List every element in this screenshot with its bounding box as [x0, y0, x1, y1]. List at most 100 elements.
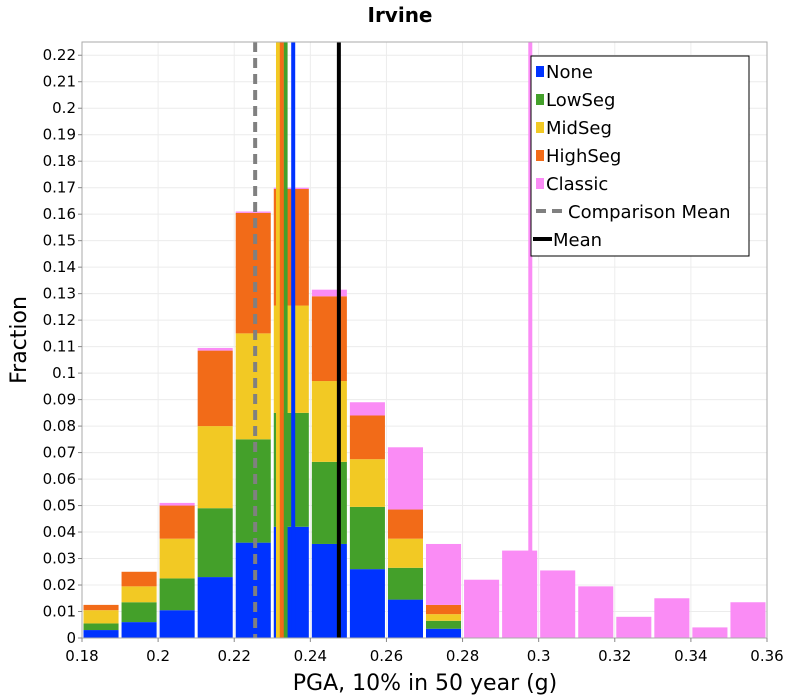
bar-classic-15: [654, 598, 690, 638]
y-tick-label: 0.21: [43, 73, 76, 91]
bar-none-7: [349, 569, 385, 638]
x-tick-label: 0.26: [370, 647, 403, 665]
y-tick-label: 0.13: [43, 285, 76, 303]
bar-lowseg-0: [83, 623, 119, 631]
y-tick-label: 0.01: [43, 603, 76, 621]
y-tick-label: 0.18: [43, 152, 76, 170]
x-tick-label: 0.18: [65, 647, 98, 665]
y-tick-label: 0.17: [43, 179, 76, 197]
plot-frame: [81, 41, 768, 639]
bar-none-3: [197, 577, 233, 638]
bar-classic-2: [159, 502, 195, 506]
bar-classic-14: [616, 616, 652, 638]
legend-swatch-highseg: [536, 150, 544, 161]
legend-label-none: None: [546, 62, 593, 83]
x-tick-label: 0.22: [218, 647, 251, 665]
y-tick-label: 0: [66, 629, 76, 647]
bar-highseg-9: [426, 604, 462, 615]
legend-label-classic: Classic: [546, 174, 608, 195]
legend-box: [530, 55, 750, 257]
bar-highseg-8: [387, 509, 423, 539]
bar-lowseg-9: [426, 620, 462, 629]
bar-highseg-6: [311, 296, 347, 382]
bar-lowseg-7: [349, 506, 385, 570]
bar-classic-12: [540, 570, 576, 638]
legend-swatch-classic: [536, 178, 544, 189]
bar-classic-17: [730, 602, 766, 638]
bar-lowseg-2: [159, 578, 195, 611]
bar-midseg-7: [349, 459, 385, 507]
bar-midseg-9: [426, 614, 462, 621]
legend-label-highseg: HighSeg: [546, 146, 621, 167]
bar-classic-13: [578, 586, 614, 638]
y-axis-ticks: 0 0.01 0.02 0.03 0.04 0.05 0.06 0.07 0.08 0.09 0.1…: [43, 46, 82, 647]
bar-lowseg-6: [311, 461, 347, 544]
x-axis-label: PGA, 10% in 50 year (g): [293, 671, 557, 696]
bar-midseg-8: [387, 538, 423, 568]
legend-label-lowseg: LowSeg: [546, 90, 615, 111]
x-tick-label: 0.34: [674, 647, 707, 665]
y-tick-label: 0.08: [43, 417, 76, 435]
legend-swatch-none: [536, 66, 544, 77]
legend-label-midseg: MidSeg: [546, 118, 612, 139]
y-tick-label: 0.15: [43, 232, 76, 250]
y-tick-label: 0.06: [43, 470, 76, 488]
y-tick-label: 0.14: [43, 258, 76, 276]
bar-highseg-0: [83, 604, 119, 611]
y-tick-label: 0.22: [43, 46, 76, 64]
bar-none-1: [121, 622, 157, 638]
x-tick-label: 0.32: [598, 647, 631, 665]
y-tick-label: 0.1: [52, 364, 76, 382]
bar-midseg-1: [121, 586, 157, 603]
bar-classic-6: [311, 289, 347, 297]
y-tick-label: 0.2: [52, 99, 76, 117]
bar-none-6: [311, 543, 347, 638]
x-tick-label: 0.3: [527, 647, 551, 665]
x-tick-label: 0.28: [446, 647, 479, 665]
bar-none-9: [426, 628, 462, 638]
y-tick-label: 0.07: [43, 444, 76, 462]
x-tick-label: 0.36: [750, 647, 783, 665]
legend: None LowSeg MidSeg HighSeg Classic Comparison…: [530, 55, 750, 257]
x-tick-label: 0.2: [146, 647, 170, 665]
bar-classic-9: [426, 543, 462, 605]
legend-swatch-midseg: [536, 122, 544, 133]
x-tick-label: 0.24: [294, 647, 327, 665]
bar-classic-7: [349, 402, 385, 416]
y-tick-label: 0.16: [43, 205, 76, 223]
mean-lines: [253, 42, 533, 638]
legend-swatch-lowseg: [536, 94, 544, 105]
y-tick-label: 0.19: [43, 126, 76, 144]
y-tick-label: 0.09: [43, 391, 76, 409]
bar-midseg-0: [83, 610, 119, 624]
x-axis-ticks: 0.18 0.2 0.22 0.24 0.26 0.28 0.3 0.32 0.34 0.36: [65, 638, 784, 665]
legend-label-comparison-mean: Comparison Mean: [568, 202, 731, 223]
bar-classic-8: [387, 447, 423, 510]
bar-classic-16: [692, 627, 728, 638]
y-tick-label: 0.11: [43, 338, 76, 356]
y-tick-label: 0.03: [43, 550, 76, 568]
y-tick-label: 0.12: [43, 311, 76, 329]
bar-highseg-2: [159, 505, 195, 539]
bar-none-0: [83, 630, 119, 638]
bar-midseg-2: [159, 538, 195, 579]
bar-midseg-6: [311, 381, 347, 462]
bar-lowseg-1: [121, 602, 157, 623]
y-tick-label: 0.05: [43, 497, 76, 515]
legend-label-mean: Mean: [553, 230, 602, 251]
chart-title: Irvine: [368, 3, 433, 27]
bar-midseg-3: [197, 426, 233, 509]
bar-lowseg-8: [387, 567, 423, 600]
bar-highseg-7: [349, 415, 385, 460]
y-tick-label: 0.04: [43, 523, 76, 541]
y-axis-label: Fraction: [7, 296, 32, 384]
bar-classic-3: [197, 347, 233, 351]
bar-classic-10: [464, 579, 500, 638]
bar-lowseg-3: [197, 508, 233, 578]
bar-none-8: [387, 599, 423, 638]
bar-highseg-1: [121, 571, 157, 587]
bar-highseg-3: [197, 350, 233, 427]
y-tick-label: 0.02: [43, 576, 76, 594]
bar-none-2: [159, 610, 195, 638]
